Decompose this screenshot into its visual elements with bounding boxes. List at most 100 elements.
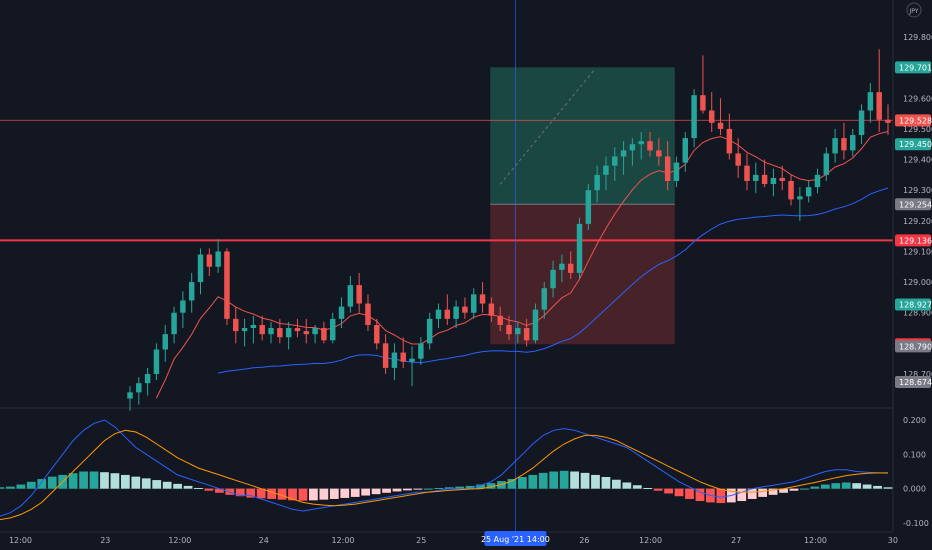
candle[interactable] bbox=[523, 318, 530, 347]
candle[interactable] bbox=[673, 156, 680, 188]
candle[interactable] bbox=[850, 128, 856, 157]
macd-histogram-bar bbox=[89, 471, 99, 489]
candle[interactable] bbox=[858, 104, 865, 145]
candle[interactable] bbox=[532, 303, 539, 344]
candle[interactable] bbox=[400, 337, 406, 368]
candle[interactable] bbox=[426, 312, 433, 350]
candle[interactable] bbox=[664, 141, 671, 191]
candle[interactable] bbox=[471, 288, 477, 319]
candle[interactable] bbox=[770, 168, 777, 197]
candle[interactable] bbox=[647, 131, 653, 157]
candle[interactable] bbox=[479, 282, 486, 313]
time-tick-label: 12:00 bbox=[9, 536, 32, 545]
time-axis[interactable]: 12:00 23 12:00 24 12:00 25 26 12:00 27 12:00 30 25 … bbox=[0, 531, 898, 546]
candle[interactable] bbox=[638, 131, 644, 160]
candle[interactable] bbox=[153, 343, 160, 381]
candle[interactable] bbox=[515, 321, 521, 344]
candle[interactable] bbox=[136, 377, 142, 405]
candle[interactable] bbox=[127, 386, 133, 411]
candle[interactable] bbox=[682, 131, 689, 172]
macd-pane[interactable]: 0.200 0.100 0.000 -0.100 bbox=[0, 416, 929, 528]
candle[interactable] bbox=[744, 153, 750, 191]
candle[interactable] bbox=[506, 315, 512, 341]
candle[interactable] bbox=[779, 165, 785, 191]
candle[interactable] bbox=[180, 291, 186, 329]
candle[interactable] bbox=[321, 321, 327, 344]
candle[interactable] bbox=[144, 367, 151, 396]
candle[interactable] bbox=[329, 312, 336, 344]
candle[interactable] bbox=[188, 272, 195, 313]
macd-histogram-bar bbox=[486, 483, 496, 489]
candle[interactable] bbox=[303, 318, 310, 344]
candle[interactable] bbox=[462, 297, 468, 319]
candle[interactable] bbox=[708, 92, 715, 132]
candle[interactable] bbox=[347, 275, 354, 313]
candle[interactable] bbox=[832, 128, 838, 163]
candle[interactable] bbox=[585, 184, 592, 231]
price-axis[interactable]: 129.800 129.701 129.600 129.500 129.400 129.3… bbox=[892, 0, 932, 532]
candle[interactable] bbox=[215, 239, 221, 273]
candle[interactable] bbox=[603, 156, 609, 191]
candle[interactable] bbox=[488, 297, 495, 322]
candle[interactable] bbox=[277, 318, 283, 344]
candle[interactable] bbox=[162, 324, 168, 362]
price-tick-label: 129.500 bbox=[903, 125, 932, 134]
candle[interactable] bbox=[224, 248, 230, 325]
candle[interactable] bbox=[453, 300, 459, 329]
candle[interactable] bbox=[356, 272, 362, 313]
candle[interactable] bbox=[444, 294, 451, 325]
candle[interactable] bbox=[726, 113, 733, 160]
candle[interactable] bbox=[814, 168, 821, 194]
price-pane[interactable] bbox=[0, 0, 893, 532]
candle[interactable] bbox=[497, 306, 503, 332]
candle[interactable] bbox=[805, 180, 812, 203]
candle[interactable] bbox=[788, 174, 794, 206]
candle[interactable] bbox=[259, 315, 265, 341]
candle[interactable] bbox=[550, 260, 556, 298]
candle[interactable] bbox=[197, 248, 204, 295]
candle[interactable] bbox=[312, 324, 318, 344]
candle[interactable] bbox=[409, 346, 415, 387]
candle[interactable] bbox=[294, 318, 301, 338]
candle[interactable] bbox=[285, 321, 292, 350]
candle[interactable] bbox=[365, 294, 371, 332]
candle[interactable] bbox=[717, 98, 724, 136]
candle[interactable] bbox=[823, 147, 830, 181]
candle[interactable] bbox=[241, 318, 248, 347]
candle[interactable] bbox=[867, 82, 874, 123]
candle[interactable] bbox=[391, 343, 398, 381]
macd-histogram-bar bbox=[246, 488, 256, 498]
candle[interactable] bbox=[841, 122, 847, 160]
candle[interactable] bbox=[250, 315, 257, 344]
macd-histogram-bar bbox=[653, 488, 663, 491]
candle[interactable] bbox=[435, 303, 442, 329]
candle[interactable] bbox=[753, 162, 759, 194]
candle[interactable] bbox=[233, 306, 239, 344]
candle[interactable] bbox=[171, 306, 177, 344]
candle[interactable] bbox=[876, 49, 882, 132]
candle[interactable] bbox=[691, 89, 697, 148]
candle[interactable] bbox=[629, 138, 636, 166]
candle[interactable] bbox=[700, 55, 706, 114]
candle[interactable] bbox=[382, 334, 389, 374]
candle[interactable] bbox=[797, 187, 803, 221]
candle[interactable] bbox=[735, 138, 741, 178]
candle[interactable] bbox=[594, 165, 600, 203]
candle[interactable] bbox=[620, 141, 627, 175]
candle[interactable] bbox=[885, 104, 891, 136]
candle[interactable] bbox=[338, 297, 345, 329]
candle[interactable] bbox=[576, 217, 583, 280]
candle[interactable] bbox=[418, 337, 424, 365]
candle[interactable] bbox=[374, 318, 380, 350]
candle[interactable] bbox=[567, 251, 574, 280]
candle[interactable] bbox=[761, 159, 768, 188]
candle[interactable] bbox=[206, 248, 213, 276]
candle[interactable] bbox=[559, 254, 565, 283]
price-tag: 128.927 bbox=[895, 298, 932, 311]
candle[interactable] bbox=[612, 147, 618, 181]
settings-icon[interactable] bbox=[906, 2, 922, 18]
candle[interactable] bbox=[268, 321, 274, 344]
candle[interactable] bbox=[541, 282, 547, 319]
candle[interactable] bbox=[656, 138, 662, 166]
